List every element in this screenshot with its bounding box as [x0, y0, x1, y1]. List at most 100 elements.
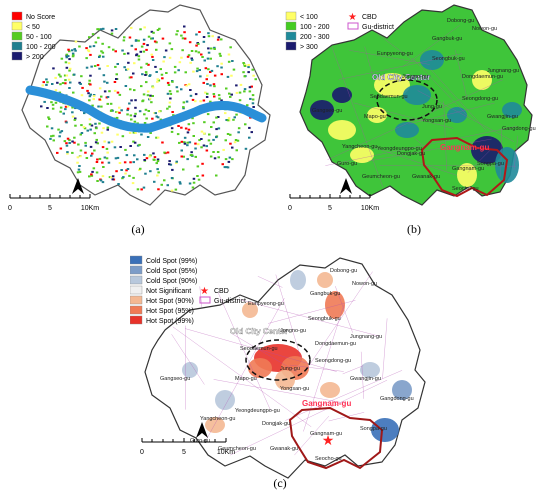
score-dot: [130, 76, 133, 78]
score-dot: [74, 125, 77, 127]
score-dot: [215, 117, 218, 119]
score-dot: [94, 65, 97, 67]
district-label: Jongno-gu: [402, 74, 428, 80]
score-dot: [138, 55, 141, 57]
score-dot: [101, 132, 104, 134]
score-dot: [85, 145, 88, 147]
district-label: Yangcheon-gu: [200, 416, 235, 422]
score-dot: [151, 56, 154, 58]
district-label: Dongjak-gu: [397, 151, 425, 157]
score-dot: [102, 52, 105, 54]
score-dot: [85, 47, 88, 49]
score-dot: [161, 77, 164, 79]
score-dot: [210, 126, 213, 128]
score-dot: [183, 26, 186, 28]
score-dot: [156, 175, 159, 177]
score-dot: [52, 67, 55, 69]
north-arrow-icon: [340, 178, 352, 194]
score-dot: [86, 90, 89, 92]
score-dot: [207, 68, 210, 70]
score-dot: [227, 133, 230, 135]
score-dot: [140, 67, 143, 69]
score-dot: [179, 61, 182, 63]
score-dot: [183, 101, 186, 103]
score-dot: [244, 88, 247, 90]
score-dot: [60, 107, 63, 109]
score-dot: [106, 82, 109, 84]
score-dot: [117, 183, 120, 185]
score-dot: [231, 147, 234, 149]
score-dot: [210, 48, 213, 50]
score-dot: [108, 162, 111, 164]
gangnam-label: Gangnam-gu: [302, 399, 351, 408]
score-dot: [88, 99, 91, 101]
score-dot: [86, 157, 89, 159]
score-dot: [72, 55, 75, 57]
score-dot: [135, 48, 138, 50]
legend-label: Hot Spot (90%): [146, 298, 194, 305]
score-dot: [193, 135, 196, 137]
score-dot: [144, 74, 147, 76]
district-label: Guro-gu: [337, 161, 357, 167]
score-dot: [108, 142, 111, 144]
score-dot: [72, 116, 75, 118]
score-dot: [168, 106, 171, 108]
score-dot: [195, 50, 198, 52]
score-dot: [68, 62, 71, 64]
score-dot: [116, 134, 119, 136]
score-dot: [154, 156, 157, 158]
score-dot: [58, 135, 61, 137]
score-dot: [119, 94, 122, 96]
score-dot: [68, 79, 71, 81]
score-dot: [157, 160, 160, 162]
scale-tick-5: 5: [48, 205, 52, 212]
score-dot: [198, 31, 201, 33]
legend-swatch: [286, 12, 296, 20]
score-dot: [87, 49, 90, 51]
score-dot: [214, 75, 217, 77]
score-dot: [97, 64, 100, 66]
score-dot: [255, 78, 258, 80]
district-label: Seocho-gu: [452, 186, 479, 192]
score-dot: [180, 35, 183, 37]
score-dot: [182, 106, 185, 108]
score-dot: [102, 175, 105, 177]
score-dot: [145, 109, 148, 111]
score-dot: [79, 83, 82, 85]
score-dot: [107, 103, 110, 105]
score-dot: [133, 154, 136, 156]
score-dot: [206, 83, 209, 85]
score-dot: [201, 163, 204, 165]
score-dot: [198, 179, 201, 181]
score-dot: [156, 162, 159, 164]
score-dot: [143, 43, 146, 45]
district-label: Seongbuk-gu: [308, 316, 341, 322]
score-dot: [42, 84, 45, 86]
district-label: Jung-gu: [422, 104, 442, 110]
score-dot: [111, 29, 114, 31]
score-dot: [215, 175, 218, 177]
score-dot: [112, 49, 115, 51]
score-dot: [193, 178, 196, 180]
district-label: Gangbuk-gu: [310, 291, 340, 297]
score-dot: [238, 127, 241, 129]
score-dot: [218, 94, 221, 96]
score-dot: [124, 161, 127, 163]
score-dot: [228, 61, 231, 63]
score-dot: [150, 101, 153, 103]
legend-label: < 100: [300, 14, 318, 21]
score-dot: [199, 100, 202, 102]
district-label: Gangnam-gu: [452, 166, 484, 172]
legend-label: Not Significant: [146, 288, 191, 295]
score-dot: [101, 43, 104, 45]
score-dot: [98, 28, 101, 30]
score-dot: [166, 108, 169, 110]
score-dot: [198, 51, 201, 53]
score-dot: [189, 41, 192, 43]
score-dot: [74, 50, 77, 52]
score-dot: [182, 169, 185, 171]
score-dot: [137, 188, 140, 190]
score-dot: [181, 150, 184, 152]
score-dot: [127, 62, 130, 64]
